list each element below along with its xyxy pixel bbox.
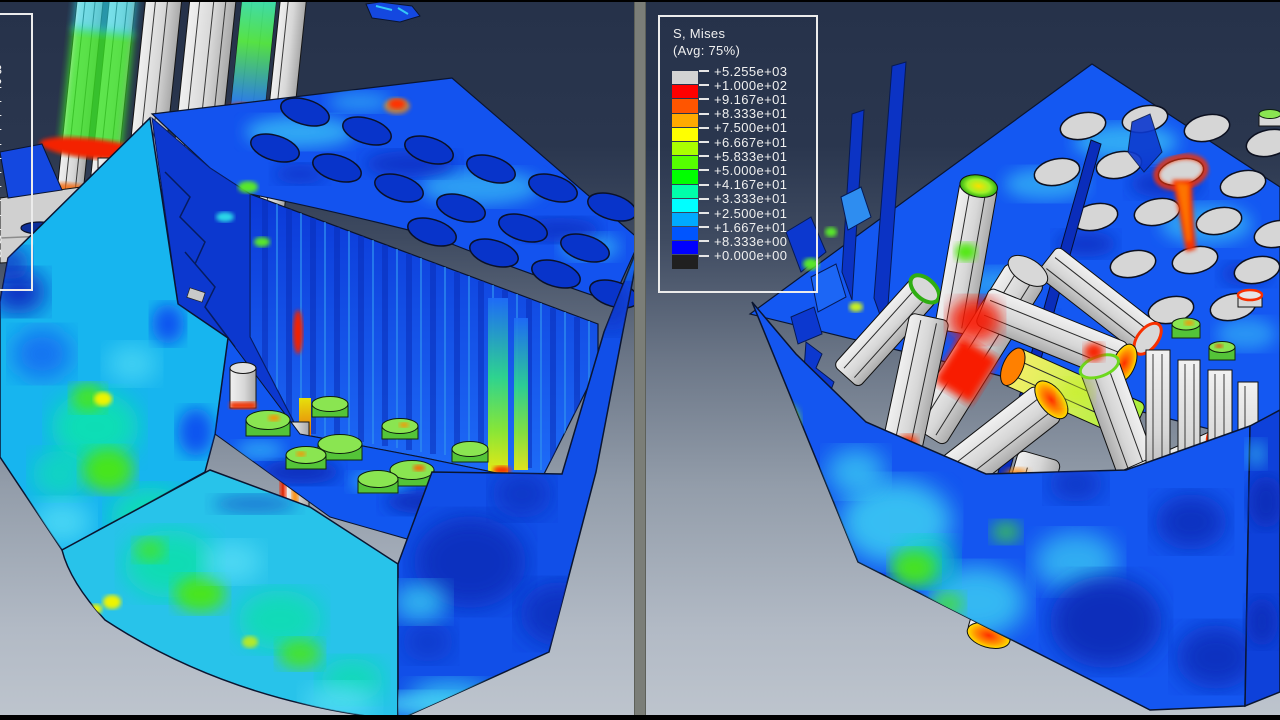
fea-render-left	[0, 2, 634, 715]
legend-value: +1.667e+01	[0, 218, 2, 233]
fea-render-right	[748, 61, 1280, 711]
legend-swatch	[672, 141, 698, 156]
legend-value: +8.333e+00	[699, 234, 787, 249]
letterbox-bar-top	[0, 0, 1280, 2]
block-top-face	[150, 77, 634, 309]
legend-swatch	[672, 71, 698, 85]
legend-value: +0.000e+00	[0, 246, 2, 261]
legend-swatch	[672, 85, 698, 99]
legend-value: +4.167e+01	[699, 177, 787, 192]
legend-left-clipped: S, Mises (Avg: 75%) +5.255e+03+1.000e+02…	[0, 13, 33, 291]
legend-value: +7.500e+01	[699, 120, 787, 135]
legend-swatch	[672, 255, 698, 269]
legend-swatches	[672, 71, 698, 270]
legend-value: +7.500e+01	[0, 118, 2, 133]
viewport-right-model[interactable]: S, Mises (Avg: 75%) +5.255e+03 +1.000e+02…	[646, 2, 1280, 715]
legend-value: +0.000e+00	[699, 248, 787, 263]
legend-subtitle: (Avg: 75%)	[673, 43, 741, 58]
legend-value: +2.500e+01	[699, 206, 787, 221]
falling-debris-chunk	[365, 2, 421, 23]
legend-value: +5.000e+01	[0, 161, 2, 176]
legend-value: +3.333e+01	[0, 189, 2, 204]
legend-value: +9.167e+01	[699, 92, 787, 107]
legend-swatch	[672, 170, 698, 184]
legend-labels: +5.255e+03+1.000e+02+9.167e+01+8.333e+01…	[0, 62, 26, 279]
block-left-face	[0, 116, 229, 551]
viewport-divider	[634, 0, 646, 720]
legend-swatch	[672, 184, 698, 198]
legend-swatch	[672, 127, 698, 141]
legend-value: +6.667e+01	[699, 135, 787, 150]
legend-value: +8.333e+01	[0, 104, 2, 119]
legend-value: +1.667e+01	[699, 220, 787, 235]
legend-value: +5.255e+03	[699, 64, 787, 79]
legend-value: +5.255e+03	[0, 62, 2, 77]
legend-value: +1.000e+02	[0, 76, 2, 91]
legend-stress-scale: S, Mises (Avg: 75%) +5.255e+03 +1.000e+02…	[658, 15, 818, 293]
legend-value: +8.333e+00	[0, 232, 2, 247]
legend-value: +5.833e+01	[699, 149, 787, 164]
top-face-hole-plugs	[1033, 104, 1280, 325]
legend-value: +9.167e+01	[0, 90, 2, 105]
top-face-holes	[250, 97, 634, 309]
legend-swatch	[672, 227, 698, 241]
legend-value: +5.833e+01	[0, 147, 2, 162]
legend-swatch	[672, 198, 698, 212]
viewport-left-model[interactable]: S, Mises (Avg: 75%) +5.255e+03+1.000e+02…	[0, 2, 634, 715]
legend-swatch	[672, 99, 698, 113]
legend-value: +2.500e+01	[0, 204, 2, 219]
legend-value: +1.000e+02	[699, 78, 787, 93]
legend-swatch	[672, 113, 698, 127]
legend-labels: +5.255e+03+1.000e+02+9.167e+01+8.333e+01…	[699, 64, 811, 281]
legend-value: +6.667e+01	[0, 133, 2, 148]
legend-title: S, Mises	[673, 26, 726, 41]
legend-swatch	[672, 212, 698, 227]
tilted-block-right-face	[1244, 409, 1280, 708]
legend-value: +5.000e+01	[699, 163, 787, 178]
letterbox-bar-bottom	[0, 715, 1280, 720]
legend-value: +3.333e+01	[699, 191, 787, 206]
legend-value: +4.167e+01	[0, 175, 2, 190]
legend-swatch	[672, 241, 698, 255]
legend-swatch	[672, 156, 698, 170]
legend-value: +8.333e+01	[699, 106, 787, 121]
